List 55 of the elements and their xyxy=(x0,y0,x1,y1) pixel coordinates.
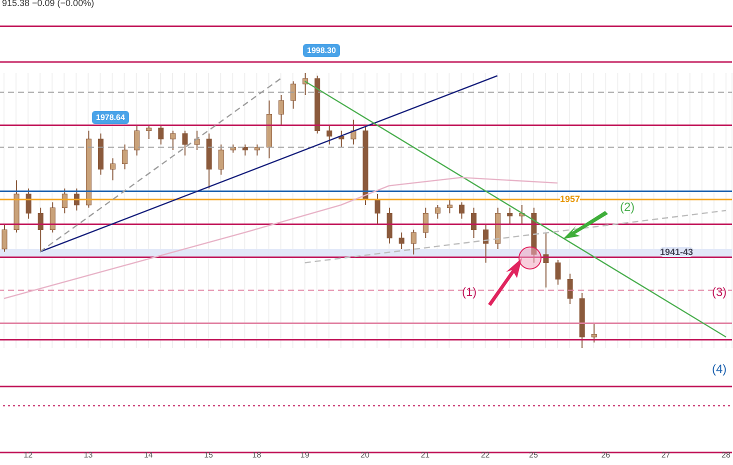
candlestick xyxy=(555,260,561,286)
candlestick xyxy=(434,204,440,220)
x-tick-label: 25 xyxy=(529,450,538,460)
candlestick xyxy=(254,144,260,156)
x-tick-label: 12 xyxy=(24,450,34,460)
candlestick xyxy=(182,130,188,156)
x-tick-label: 14 xyxy=(144,450,154,460)
x-tick-label: 26 xyxy=(601,450,611,460)
candlestick xyxy=(290,80,296,110)
candlestick xyxy=(218,144,224,176)
annotation: 1941-43 xyxy=(660,247,694,257)
text: 1998.30 xyxy=(303,44,340,57)
candlestick xyxy=(2,224,8,252)
annotation: (1) xyxy=(462,285,477,299)
candlestick xyxy=(146,124,152,140)
candlestick xyxy=(278,94,284,126)
candlestick xyxy=(507,207,513,225)
x-tick-label: 22 xyxy=(480,450,490,460)
candlestick xyxy=(122,144,128,170)
candlestick xyxy=(410,229,416,255)
text: (4) xyxy=(712,362,727,376)
candlestick xyxy=(471,207,477,238)
candlestick xyxy=(242,144,248,156)
candlestick xyxy=(110,158,116,181)
x-tick-label: 15 xyxy=(204,450,214,460)
candlestick xyxy=(483,224,489,264)
candlestick xyxy=(326,124,332,145)
candlestick xyxy=(350,119,356,145)
annotation: (2) xyxy=(620,200,635,214)
candlestick xyxy=(134,124,140,156)
x-tick-label: 18 xyxy=(252,450,262,460)
x-tick-label: 19 xyxy=(300,450,310,460)
x-tick-label: 28 xyxy=(722,450,731,460)
x-tick-label: 21 xyxy=(420,450,430,460)
annotation: 1978.64 xyxy=(92,111,129,124)
candlestick xyxy=(398,232,404,250)
candlestick xyxy=(446,199,452,214)
x-tick-label: 20 xyxy=(360,450,370,460)
annotation: (3) xyxy=(712,285,727,299)
candlestick xyxy=(543,232,549,288)
candlestick xyxy=(338,130,344,148)
annotation: 1957 xyxy=(560,194,580,204)
candlestick xyxy=(422,207,428,238)
candlestick xyxy=(26,188,32,220)
candlestick xyxy=(567,273,573,304)
candlestick xyxy=(50,202,56,233)
candlestick xyxy=(458,202,464,220)
x-tick-label: 27 xyxy=(661,450,671,460)
candlestick xyxy=(374,194,380,225)
candlestick xyxy=(158,124,164,145)
candlestick xyxy=(591,322,597,343)
candlestick xyxy=(170,130,176,150)
candlestick xyxy=(38,207,44,252)
x-tick-label: 13 xyxy=(84,450,94,460)
candlestick xyxy=(194,130,200,150)
